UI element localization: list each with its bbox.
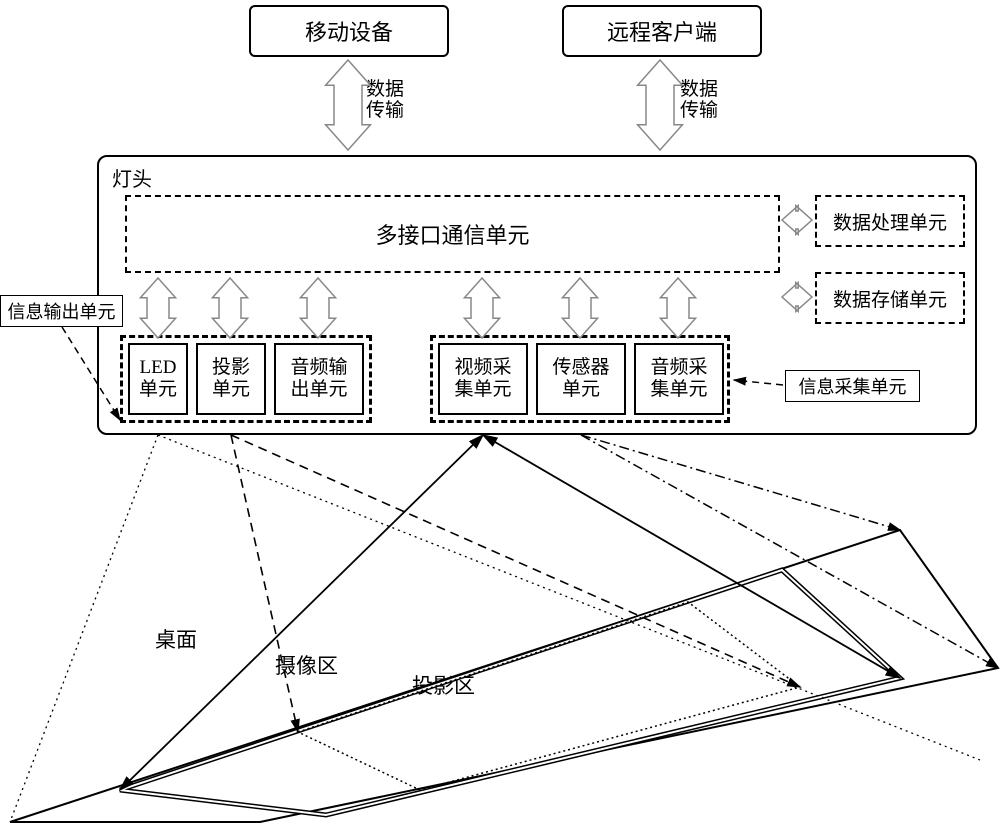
audio-out-unit-label: 音频输 出单元 — [290, 357, 347, 401]
data-transfer-label-2: 数据 传输 — [680, 80, 718, 122]
remote-client-box: 远程客户端 — [562, 5, 762, 57]
proj-unit-label: 投影 单元 — [212, 357, 250, 401]
input-group-label: 信息采集单元 — [799, 373, 907, 399]
camera-area-label: 摄像区 — [275, 650, 338, 680]
data-transfer-label-1: 数据 传输 — [366, 80, 404, 122]
desk-label: 桌面 — [155, 624, 197, 654]
output-group-label: 信息输出单元 — [8, 298, 116, 324]
data-store-unit-box: 数据存储单元 — [815, 272, 965, 324]
data-proc-unit-label: 数据处理单元 — [833, 208, 947, 235]
surface-quads — [10, 530, 998, 822]
video-unit-box: 视频采 集单元 — [438, 343, 528, 415]
led-unit-box: LED 单元 — [128, 343, 188, 415]
led-unit-label: LED 单元 — [139, 357, 177, 401]
audio-in-unit-box: 音频采 集单元 — [634, 343, 724, 415]
proj-area-label: 投影区 — [412, 670, 475, 700]
remote-client-label: 远程客户端 — [607, 15, 717, 47]
audio-in-unit-label: 音频采 集单元 — [650, 357, 707, 401]
comm-unit-box: 多接口通信单元 — [125, 195, 780, 273]
sensor-unit-box: 传感器 单元 — [536, 343, 626, 415]
mobile-device-box: 移动设备 — [249, 5, 449, 57]
comm-unit-label: 多接口通信单元 — [375, 218, 529, 250]
data-proc-unit-box: 数据处理单元 — [815, 195, 965, 247]
sensor-unit-label: 传感器 单元 — [552, 357, 609, 401]
proj-unit-box: 投影 单元 — [196, 343, 266, 415]
output-group-label-box: 信息输出单元 — [0, 295, 123, 327]
input-group-label-box: 信息采集单元 — [785, 370, 920, 402]
audio-out-unit-box: 音频输 出单元 — [274, 343, 364, 415]
video-unit-label: 视频采 集单元 — [454, 357, 511, 401]
mobile-device-label: 移动设备 — [305, 15, 393, 47]
data-store-unit-label: 数据存储单元 — [833, 285, 947, 312]
lamp-head-label: 灯头 — [112, 163, 152, 192]
